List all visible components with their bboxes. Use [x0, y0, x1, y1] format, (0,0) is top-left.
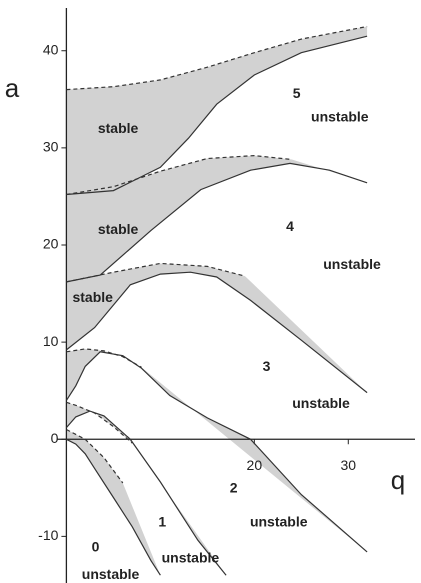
annotation: 4 — [286, 218, 294, 234]
y-tick-label: -10 — [38, 527, 58, 543]
curve — [65, 410, 227, 576]
curve — [65, 351, 368, 553]
annotation: stable — [72, 289, 113, 305]
curve — [66, 35, 368, 196]
y-axis-label: a — [5, 73, 20, 103]
curve — [66, 438, 161, 576]
curve — [66, 25, 368, 91]
curve — [66, 162, 368, 283]
annotation: unstable — [311, 108, 369, 124]
x-axis-label: q — [391, 465, 405, 495]
annotation: unstable — [323, 256, 381, 272]
annotation: unstable — [162, 549, 220, 565]
x-tick-label: 20 — [247, 457, 263, 473]
y-tick-label: 30 — [43, 139, 59, 155]
y-tick-label: 20 — [43, 236, 59, 252]
annotation: unstable — [250, 513, 308, 529]
annotation: 1 — [158, 513, 166, 529]
annotation: stable — [98, 120, 139, 136]
stable-region — [66, 26, 368, 195]
annotation: 5 — [293, 85, 301, 101]
x-tick-label: 30 — [340, 457, 356, 473]
annotation: stable — [98, 221, 139, 237]
y-tick-label: 10 — [43, 333, 59, 349]
y-tick-label: 40 — [43, 41, 59, 57]
stable-region — [66, 155, 368, 282]
annotation: 2 — [230, 479, 238, 495]
curve — [66, 271, 368, 394]
annotation: 0 — [92, 539, 100, 555]
curve — [66, 154, 292, 196]
annotation: unstable — [292, 395, 350, 411]
y-tick-label: 0 — [51, 430, 59, 446]
curve — [66, 428, 124, 484]
annotation: 3 — [263, 358, 271, 374]
stable-region — [66, 263, 368, 393]
annotation: unstable — [82, 566, 140, 582]
stable-region — [66, 348, 368, 552]
curve — [66, 262, 246, 283]
